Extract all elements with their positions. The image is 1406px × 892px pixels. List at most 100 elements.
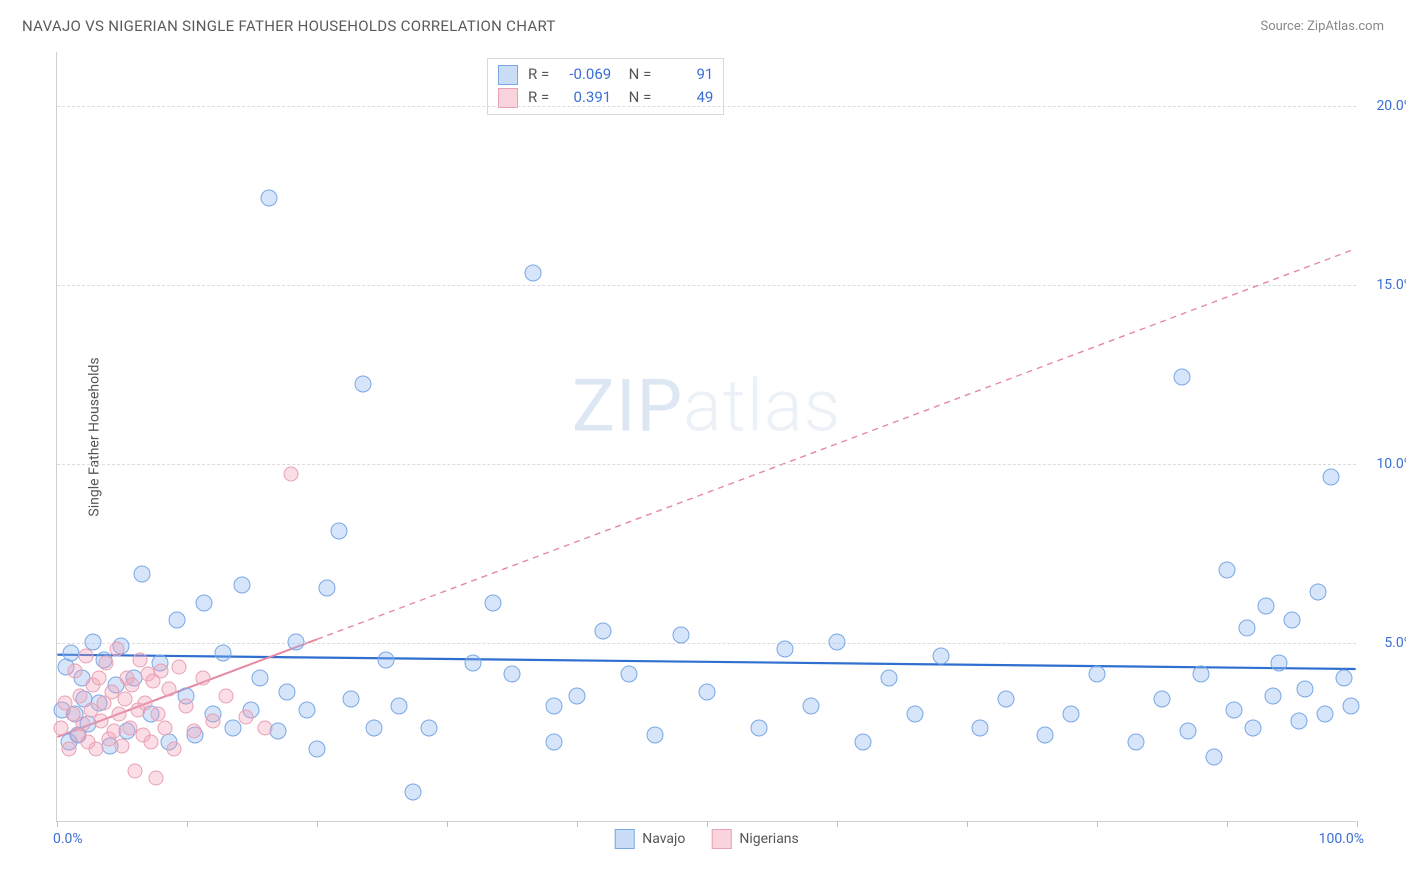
x-tick [707, 821, 708, 827]
data-point-navajo [298, 701, 315, 718]
x-tick [1097, 821, 1098, 827]
data-point-nigerian [151, 706, 166, 721]
legend-item-nigerian: Nigerians [711, 829, 798, 849]
data-point-navajo [545, 698, 562, 715]
data-point-nigerian [195, 670, 210, 685]
data-point-navajo [998, 691, 1015, 708]
data-point-navajo [1128, 734, 1145, 751]
gridline [57, 643, 1356, 644]
legend: Navajo Nigerians [614, 829, 799, 849]
data-point-navajo [621, 666, 638, 683]
data-point-navajo [420, 719, 437, 736]
data-point-navajo [377, 651, 394, 668]
data-point-navajo [1037, 727, 1054, 744]
data-point-navajo [1258, 598, 1275, 615]
swatch-navajo-icon [614, 829, 634, 849]
x-tick [1227, 821, 1228, 827]
data-point-navajo [1154, 691, 1171, 708]
data-point-navajo [1310, 583, 1327, 600]
data-point-navajo [1342, 698, 1359, 715]
data-point-nigerian [167, 742, 182, 757]
x-tick [187, 821, 188, 827]
data-point-navajo [1290, 712, 1307, 729]
data-point-navajo [1193, 666, 1210, 683]
data-point-navajo [279, 684, 296, 701]
watermark: ZIPatlas [572, 363, 841, 448]
data-point-navajo [933, 648, 950, 665]
data-point-navajo [390, 698, 407, 715]
data-point-navajo [366, 719, 383, 736]
data-point-navajo [1245, 719, 1262, 736]
data-point-nigerian [107, 724, 122, 739]
data-point-navajo [224, 719, 241, 736]
gridline [57, 285, 1356, 286]
data-point-navajo [1206, 748, 1223, 765]
scatter-plot: Single Father Households ZIPatlas R = -0… [56, 52, 1356, 822]
data-point-nigerian [172, 660, 187, 675]
data-point-navajo [595, 623, 612, 640]
data-point-navajo [855, 734, 872, 751]
data-point-navajo [751, 719, 768, 736]
data-point-nigerian [115, 738, 130, 753]
chart-title: NAVAJO VS NIGERIAN SINGLE FATHER HOUSEHO… [22, 17, 556, 35]
data-point-navajo [972, 719, 989, 736]
data-point-nigerian [219, 688, 234, 703]
stats-row-navajo: R = -0.069 N = 91 [498, 63, 713, 86]
data-point-navajo [1219, 562, 1236, 579]
data-point-nigerian [186, 724, 201, 739]
data-point-navajo [215, 644, 232, 661]
data-point-nigerian [89, 742, 104, 757]
data-point-navajo [1225, 701, 1242, 718]
data-point-nigerian [154, 663, 169, 678]
data-point-nigerian [258, 720, 273, 735]
data-point-nigerian [128, 763, 143, 778]
data-point-navajo [524, 265, 541, 282]
data-point-navajo [569, 687, 586, 704]
data-point-navajo [251, 669, 268, 686]
data-point-nigerian [284, 466, 299, 481]
data-point-navajo [85, 633, 102, 650]
y-tick-label: 10.0% [1358, 456, 1406, 472]
data-point-nigerian [133, 652, 148, 667]
data-point-navajo [133, 565, 150, 582]
y-tick-label: 5.0% [1358, 635, 1406, 651]
data-point-navajo [1271, 655, 1288, 672]
x-tick [57, 821, 58, 827]
data-point-navajo [1238, 619, 1255, 636]
x-tick-label: 100.0% [1319, 831, 1364, 847]
data-point-nigerian [178, 699, 193, 714]
data-point-nigerian [53, 720, 68, 735]
data-point-nigerian [138, 695, 153, 710]
data-point-navajo [1336, 669, 1353, 686]
data-point-navajo [907, 705, 924, 722]
data-point-nigerian [117, 692, 132, 707]
data-point-navajo [777, 641, 794, 658]
data-point-nigerian [148, 771, 163, 786]
data-point-navajo [647, 727, 664, 744]
data-point-navajo [881, 669, 898, 686]
data-point-nigerian [125, 677, 140, 692]
data-point-navajo [405, 784, 422, 801]
data-point-navajo [319, 580, 336, 597]
data-point-nigerian [94, 713, 109, 728]
stat-label: R = [528, 63, 549, 86]
data-point-navajo [233, 576, 250, 593]
data-point-nigerian [206, 713, 221, 728]
data-point-navajo [309, 741, 326, 758]
data-point-navajo [1089, 666, 1106, 683]
x-tick [967, 821, 968, 827]
data-point-navajo [545, 734, 562, 751]
data-point-navajo [504, 666, 521, 683]
data-point-navajo [1316, 705, 1333, 722]
x-tick-label: 0.0% [53, 831, 83, 847]
data-point-nigerian [78, 649, 93, 664]
data-point-navajo [260, 189, 277, 206]
data-point-navajo [829, 633, 846, 650]
data-point-nigerian [157, 720, 172, 735]
data-point-navajo [288, 633, 305, 650]
data-point-navajo [465, 655, 482, 672]
data-point-navajo [1323, 469, 1340, 486]
gridline [57, 106, 1356, 107]
swatch-navajo-icon [498, 65, 518, 85]
data-point-nigerian [73, 688, 88, 703]
